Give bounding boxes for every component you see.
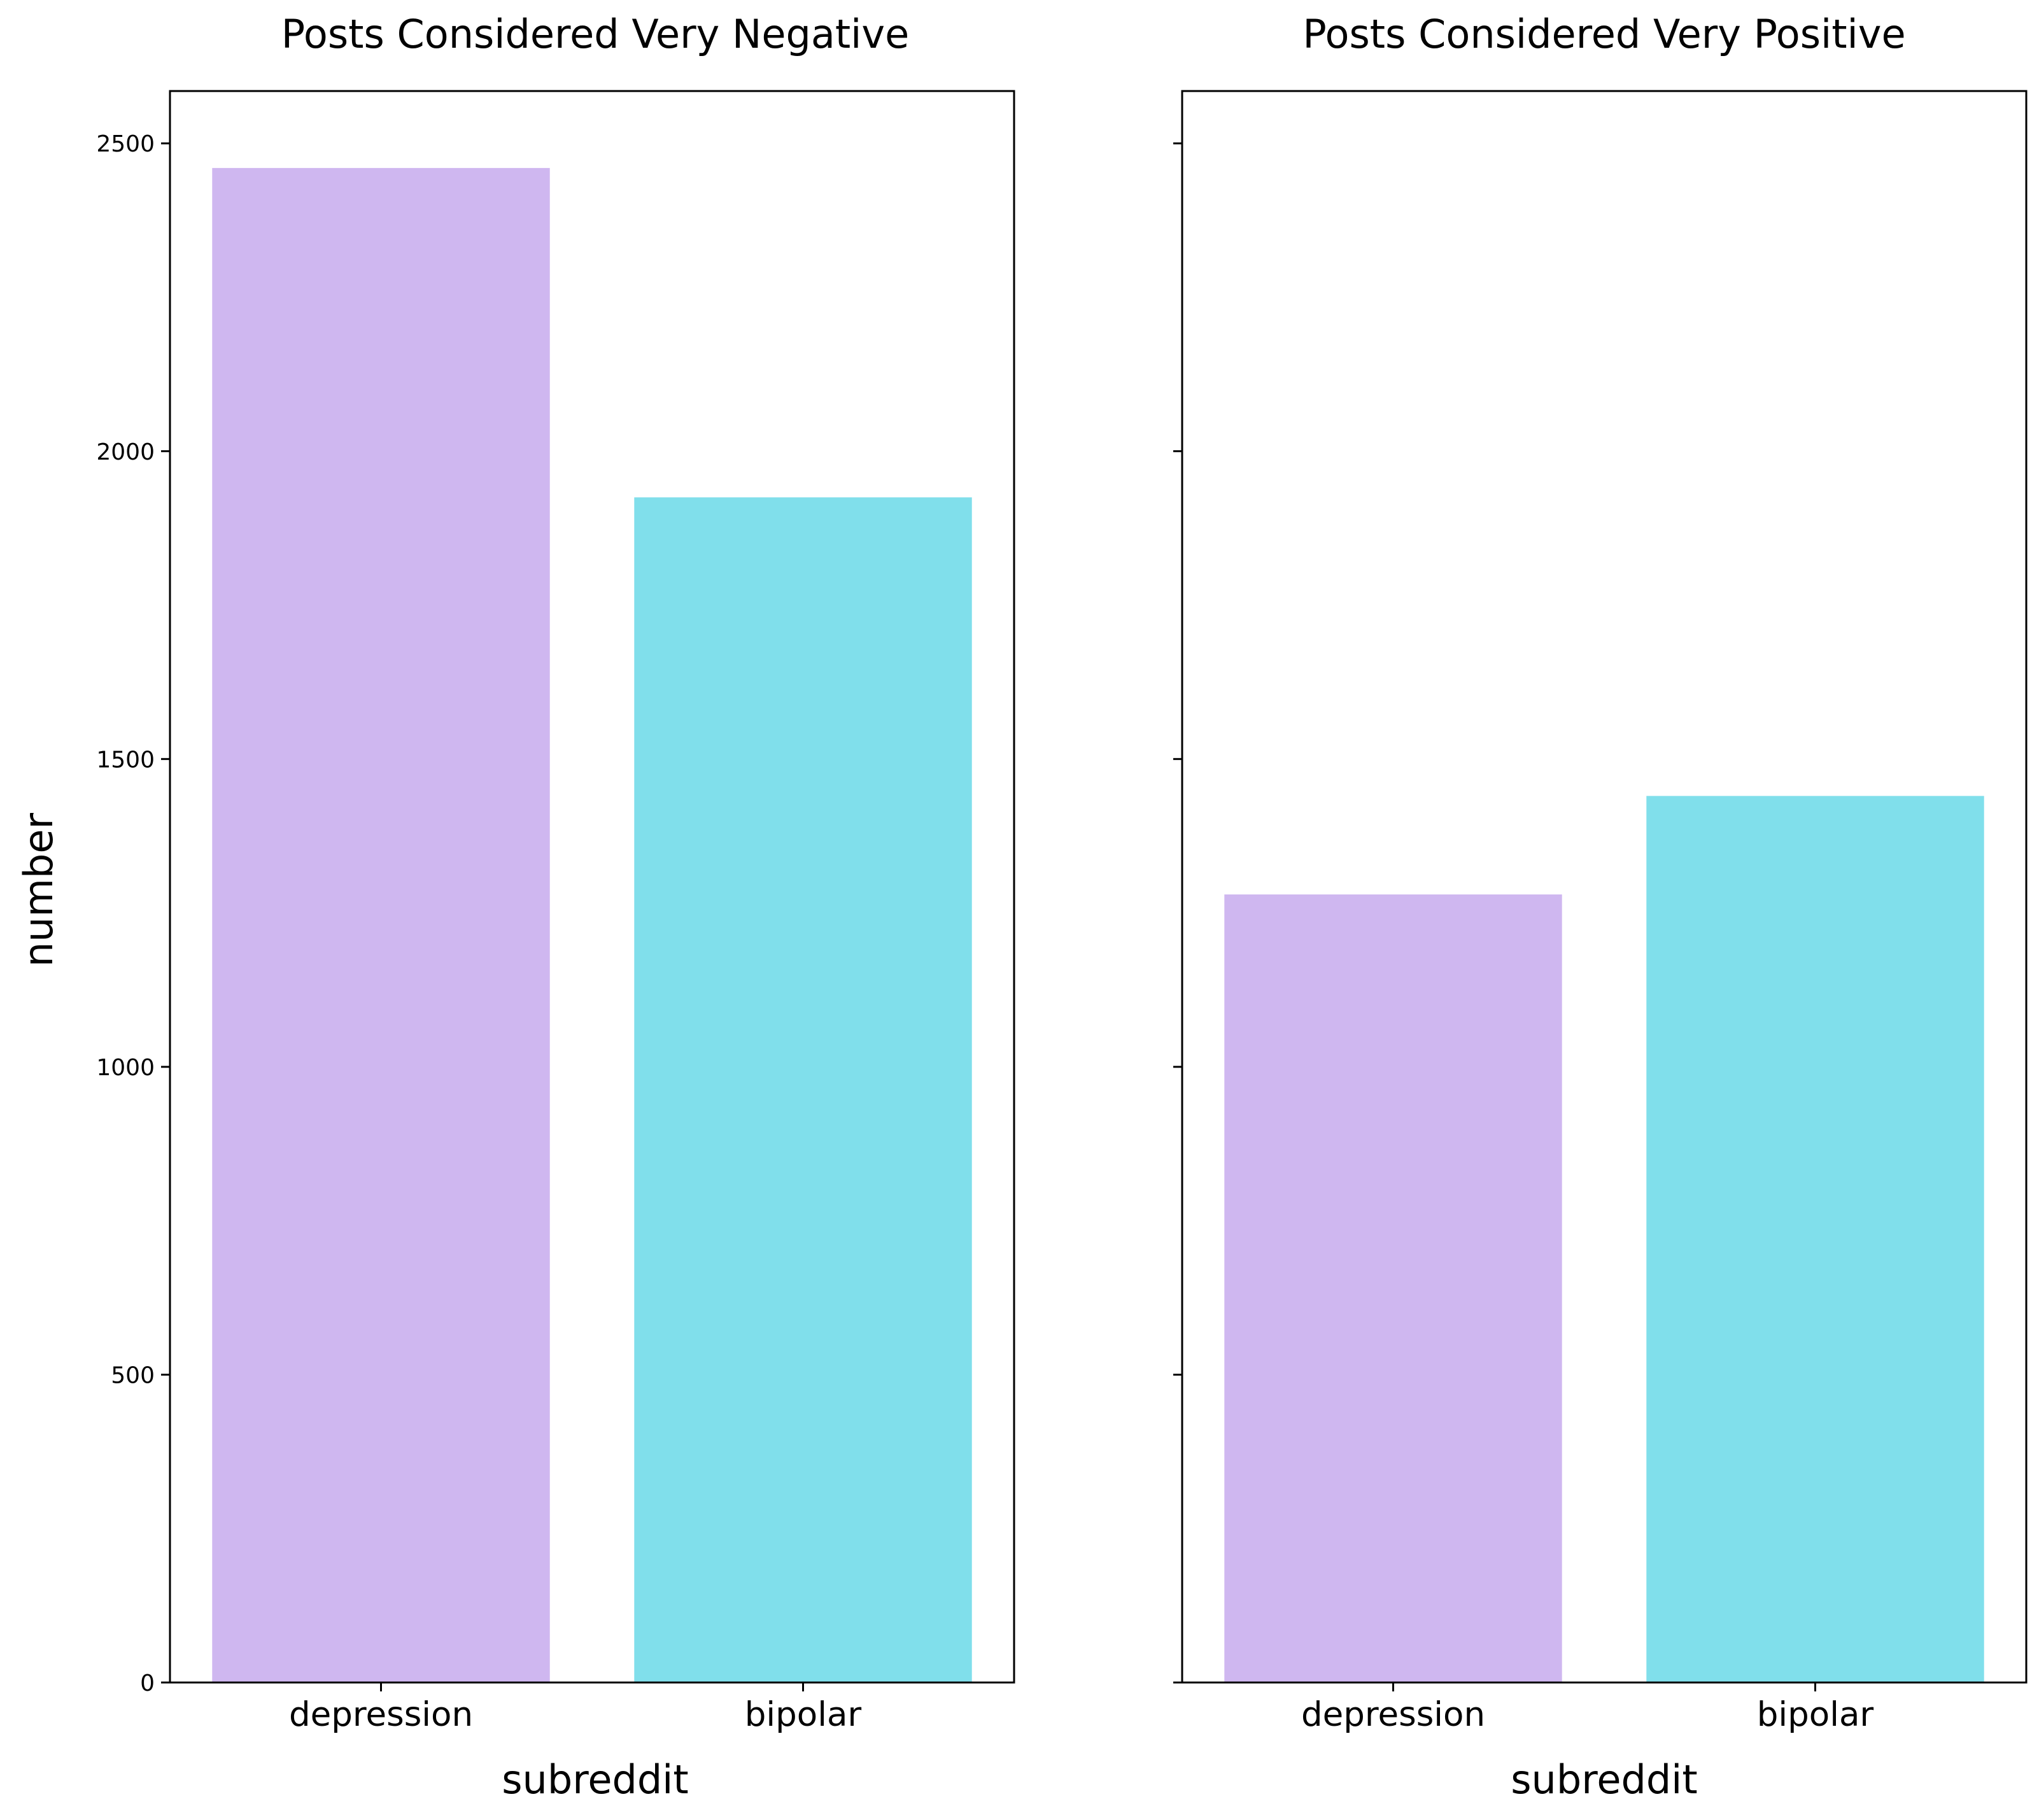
- panel-title-negative: Posts Considered Very Negative: [281, 11, 910, 57]
- x-tick-label: bipolar: [1757, 1695, 1874, 1734]
- panel-negative: Posts Considered Very Negative number su…: [15, 11, 1015, 1803]
- bar-depression: [1224, 894, 1562, 1682]
- y-tick-label: 1500: [96, 747, 155, 773]
- x-tick-label: depression: [289, 1695, 473, 1734]
- y-tick-label: 2000: [96, 439, 155, 465]
- plot-area-positive: depression bipolar: [1173, 90, 2028, 1734]
- y-tick-label: 1000: [96, 1055, 155, 1081]
- y-tick-label: 2500: [96, 131, 155, 157]
- plot-area-negative: 0 500 1000 1500 2000 2500 depression bipolar: [96, 90, 1015, 1734]
- x-tick-label: bipolar: [745, 1695, 862, 1734]
- y-tick-label: 500: [111, 1362, 155, 1388]
- bar-depression: [212, 167, 550, 1683]
- y-axis-label: number: [15, 813, 62, 967]
- panel-positive: Posts Considered Very Positive subreddit…: [1173, 11, 2028, 1803]
- x-axis-label-positive: subreddit: [1511, 1756, 1697, 1803]
- y-tick-label: 0: [140, 1670, 155, 1697]
- x-axis-label-negative: subreddit: [502, 1756, 688, 1803]
- axes-frame: [169, 90, 1015, 1684]
- bar-bipolar: [1646, 796, 1984, 1682]
- bar-bipolar: [634, 497, 972, 1682]
- x-tick-label: depression: [1301, 1695, 1485, 1734]
- axes-frame: [1181, 90, 2028, 1684]
- panel-title-positive: Posts Considered Very Positive: [1302, 11, 1905, 57]
